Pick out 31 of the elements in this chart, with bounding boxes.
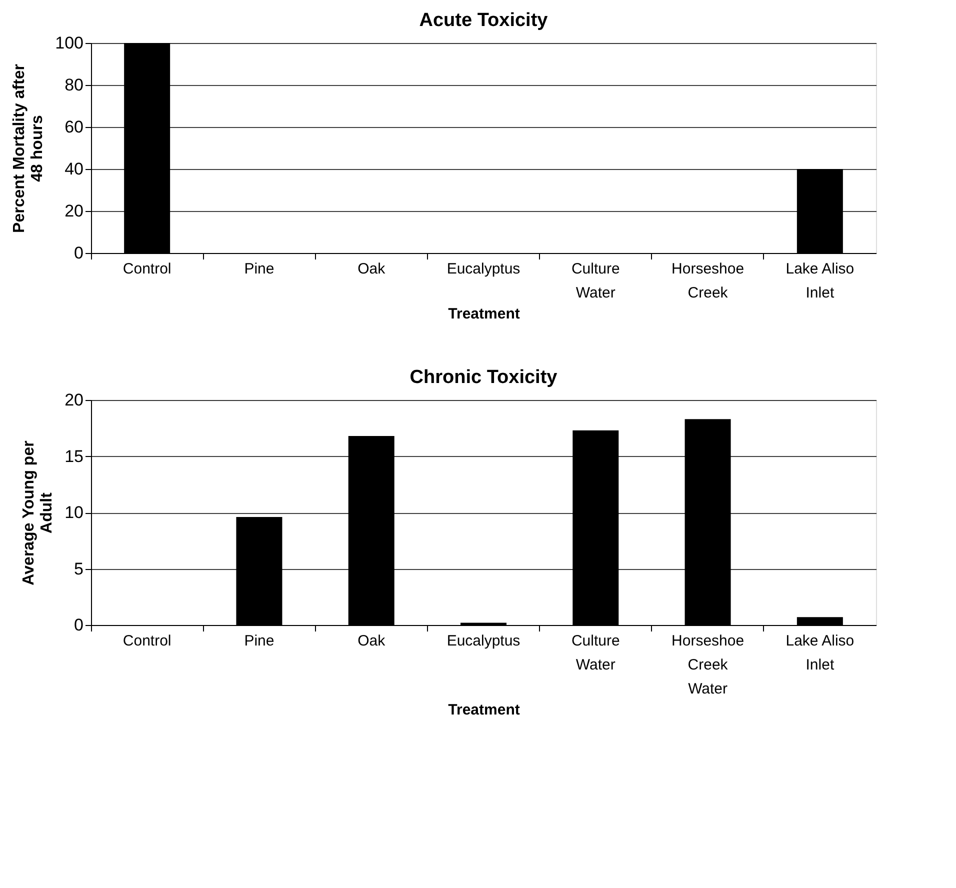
x-tick-label: Eucalyptus [446, 260, 520, 278]
chart-title: Acute Toxicity [419, 10, 548, 31]
y-tick-label: 15 [64, 446, 84, 466]
x-tick-label: Pine [244, 260, 274, 278]
y-tick-label: 0 [74, 244, 84, 262]
y-axis-title: Percent Mortality after 48 hours [11, 64, 46, 233]
y-tick-label: 80 [64, 76, 84, 94]
x-axis-title: Treatment [448, 702, 520, 718]
y-tick-label: 10 [64, 503, 84, 522]
y-tick-label: 5 [74, 559, 84, 578]
y-tick-label: 20 [64, 390, 84, 410]
x-tick-label: Oak [358, 632, 386, 650]
x-axis-title: Treatment [448, 306, 520, 322]
x-tick-label: Culture Water [571, 632, 620, 674]
x-tick-label: Lake Aliso Inlet [786, 632, 854, 674]
x-tick-label: Control [122, 632, 172, 650]
y-tick-label: 20 [64, 202, 84, 220]
x-tick-label: Horseshoe Creek [672, 260, 744, 302]
x-tick-label: Oak [358, 260, 386, 278]
x-tick-label: Lake Aliso Inlet [786, 260, 854, 302]
y-tick-label: 0 [74, 616, 84, 634]
x-tick-label: Culture Water [571, 260, 620, 302]
chart-title: Chronic Toxicity [410, 367, 558, 388]
x-tick-label: Pine [244, 632, 274, 650]
y-tick-label: 100 [55, 34, 84, 52]
x-tick-label: Horseshoe Creek Water [672, 632, 744, 698]
y-axis-title: Average Young per Adult [20, 440, 56, 586]
y-tick-label: 40 [64, 160, 84, 178]
x-tick-label: Control [122, 260, 172, 278]
y-tick-label: 60 [64, 118, 84, 136]
x-tick-label: Eucalyptus [446, 632, 520, 650]
